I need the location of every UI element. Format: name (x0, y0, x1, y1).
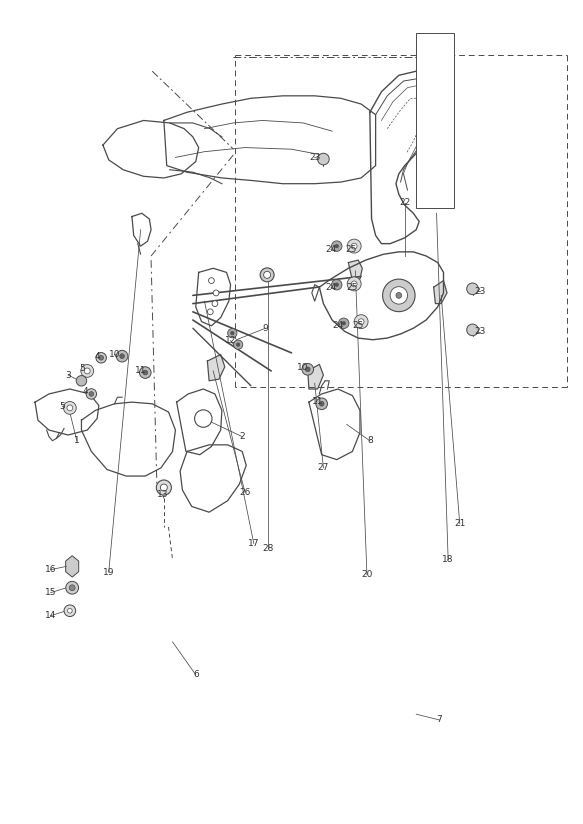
Circle shape (264, 271, 271, 279)
Circle shape (89, 391, 94, 396)
Polygon shape (349, 260, 362, 281)
Circle shape (352, 243, 357, 249)
Text: 25: 25 (347, 283, 358, 293)
Text: 28: 28 (262, 544, 274, 553)
Text: 20: 20 (361, 570, 373, 579)
Text: 23: 23 (475, 327, 486, 336)
Circle shape (319, 401, 324, 406)
Circle shape (195, 410, 212, 428)
Circle shape (382, 279, 415, 311)
Circle shape (228, 329, 237, 338)
Circle shape (467, 324, 478, 335)
Circle shape (231, 331, 234, 335)
Circle shape (76, 376, 87, 386)
Circle shape (64, 401, 76, 414)
Circle shape (143, 370, 147, 375)
Text: 8: 8 (367, 436, 373, 445)
Text: 5: 5 (80, 364, 86, 373)
Circle shape (358, 319, 364, 325)
Text: 11: 11 (312, 397, 324, 406)
Text: 22: 22 (399, 198, 410, 207)
Circle shape (347, 277, 361, 291)
Circle shape (335, 283, 339, 287)
Text: 13: 13 (157, 489, 168, 499)
Circle shape (332, 279, 342, 290)
Circle shape (352, 281, 357, 287)
Circle shape (212, 301, 218, 307)
Text: 25: 25 (346, 245, 357, 254)
Text: 14: 14 (45, 611, 57, 620)
Circle shape (208, 309, 213, 315)
Circle shape (354, 315, 368, 329)
Text: 24: 24 (325, 283, 336, 293)
Circle shape (390, 287, 408, 304)
Text: 12: 12 (225, 336, 236, 345)
Circle shape (467, 283, 478, 295)
Circle shape (213, 290, 219, 296)
Text: 26: 26 (240, 488, 251, 497)
Circle shape (120, 353, 124, 358)
Polygon shape (208, 354, 225, 381)
Circle shape (139, 367, 151, 378)
Text: 25: 25 (353, 321, 364, 330)
Text: 4: 4 (83, 387, 89, 396)
Text: 16: 16 (45, 565, 57, 574)
Text: 9: 9 (262, 324, 268, 333)
Circle shape (209, 278, 215, 283)
Circle shape (160, 484, 167, 491)
Circle shape (316, 398, 328, 410)
Circle shape (67, 405, 73, 411)
Text: 15: 15 (45, 588, 57, 597)
Circle shape (305, 367, 310, 372)
Text: 3: 3 (65, 371, 71, 380)
Text: 2: 2 (240, 432, 245, 441)
Text: 21: 21 (454, 519, 465, 528)
Circle shape (339, 318, 349, 329)
Circle shape (99, 355, 104, 360)
Circle shape (347, 239, 361, 253)
Circle shape (86, 389, 97, 399)
Circle shape (81, 364, 94, 377)
Circle shape (396, 293, 402, 298)
Text: 27: 27 (318, 463, 329, 472)
Text: 23: 23 (309, 153, 321, 162)
Circle shape (332, 241, 342, 251)
Text: 7: 7 (437, 715, 442, 724)
Circle shape (85, 368, 90, 374)
Circle shape (260, 268, 274, 282)
Text: 6: 6 (193, 670, 199, 679)
Text: 11: 11 (135, 367, 146, 376)
Circle shape (318, 153, 329, 165)
Circle shape (342, 321, 346, 325)
Circle shape (68, 608, 72, 613)
Text: 18: 18 (442, 555, 454, 564)
Text: 10: 10 (297, 363, 309, 372)
Circle shape (96, 353, 107, 363)
Text: 23: 23 (475, 287, 486, 296)
Circle shape (335, 245, 339, 248)
Text: 24: 24 (325, 245, 336, 254)
Circle shape (66, 582, 79, 594)
Text: 17: 17 (248, 539, 259, 548)
Circle shape (302, 363, 314, 375)
Polygon shape (66, 555, 79, 577)
Text: 4: 4 (94, 352, 100, 361)
Text: 1: 1 (74, 436, 80, 445)
Circle shape (156, 480, 171, 495)
Circle shape (64, 605, 76, 616)
Circle shape (69, 585, 75, 591)
Text: 24: 24 (332, 321, 343, 330)
Text: 19: 19 (103, 568, 114, 577)
Text: 10: 10 (109, 350, 120, 359)
Text: 5: 5 (59, 402, 65, 410)
Circle shape (233, 340, 243, 349)
Polygon shape (434, 281, 447, 303)
Circle shape (116, 350, 128, 362)
Circle shape (236, 343, 240, 346)
Polygon shape (308, 364, 324, 389)
Bar (416, 33, 454, 208)
